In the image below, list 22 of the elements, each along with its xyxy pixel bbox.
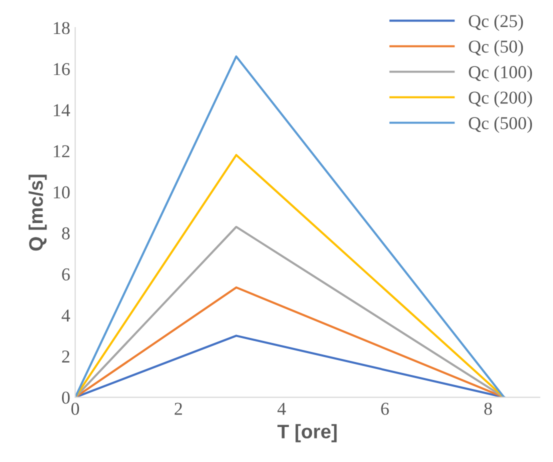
y-tick-label: 8 [62, 227, 70, 240]
legend-label: Qc (200) [468, 91, 532, 108]
legend-label: Qc (100) [468, 66, 532, 82]
x-tick-label: 6 [381, 402, 389, 415]
y-tick-label: 12 [54, 145, 70, 158]
x-axis-title: T [ore] [277, 424, 337, 442]
y-tick-label: 18 [54, 22, 70, 34]
legend-label: Qc (500) [468, 116, 532, 133]
x-tick-label: 2 [174, 402, 182, 415]
legend-label: Qc (25) [468, 14, 523, 31]
y-axis-title: Q [mc/s] [28, 174, 47, 251]
y-tick-label: 2 [62, 350, 70, 363]
y-tick-label: 10 [54, 186, 70, 198]
x-tick-label: 0 [71, 402, 80, 415]
legend-label: Qc (50) [468, 40, 523, 56]
x-tick-label: 4 [278, 402, 286, 415]
y-tick-label: 4 [62, 310, 70, 322]
y-tick-label: 0 [62, 392, 70, 404]
y-tick-label: 16 [54, 63, 70, 76]
y-tick-label: 6 [62, 268, 70, 281]
y-tick-label: 14 [54, 104, 70, 116]
x-tick-label: 8 [484, 402, 492, 415]
